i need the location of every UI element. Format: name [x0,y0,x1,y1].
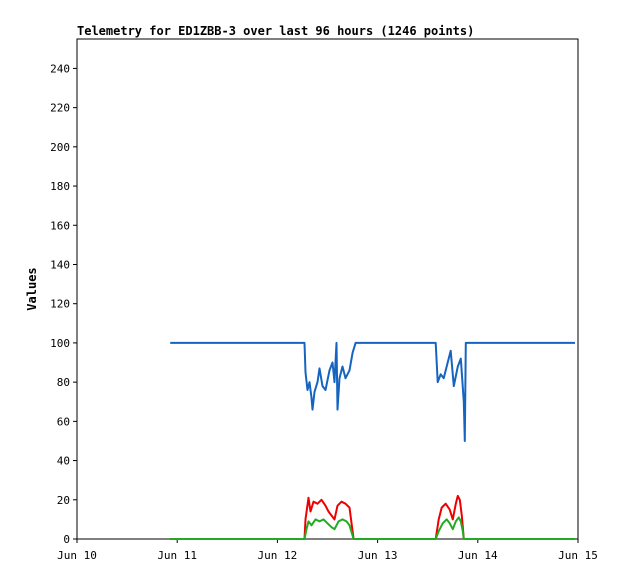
y-tick-label: 140 [50,258,70,271]
y-tick-label: 180 [50,180,70,193]
chart-title: Telemetry for ED1ZBB-3 over last 96 hour… [77,24,474,38]
y-tick-label: 20 [57,494,70,507]
y-tick-label: 80 [57,376,70,389]
x-tick-label: Jun 10 [57,549,97,562]
y-tick-label: 160 [50,219,70,232]
y-tick-label: 240 [50,62,70,75]
y-tick-label: 220 [50,102,70,115]
y-tick-label: 0 [63,533,70,546]
y-tick-label: 100 [50,337,70,350]
series-line-red [170,494,575,540]
series-line-blue [170,341,575,442]
x-tick-label: Jun 15 [558,549,598,562]
plot-frame [76,38,579,540]
y-tick-label: 40 [57,455,70,468]
x-tick-label: Jun 11 [157,549,197,562]
x-tick-label: Jun 14 [458,549,498,562]
y-axis: 0 20 40 60 80 100 120 140 160 180 200 220 240 [50,62,77,546]
y-tick-label: 120 [50,298,70,311]
y-tick-label: 200 [50,141,70,154]
x-tick-label: Jun 13 [358,549,398,562]
y-axis-label: Values [25,267,39,310]
series-line-green [170,516,575,540]
series-layer [170,341,575,540]
y-tick-label: 60 [57,415,70,428]
x-axis: Jun 10 Jun 11 Jun 12 Jun 13 Jun 14 Jun 15 [57,539,598,562]
x-tick-label: Jun 12 [258,549,298,562]
